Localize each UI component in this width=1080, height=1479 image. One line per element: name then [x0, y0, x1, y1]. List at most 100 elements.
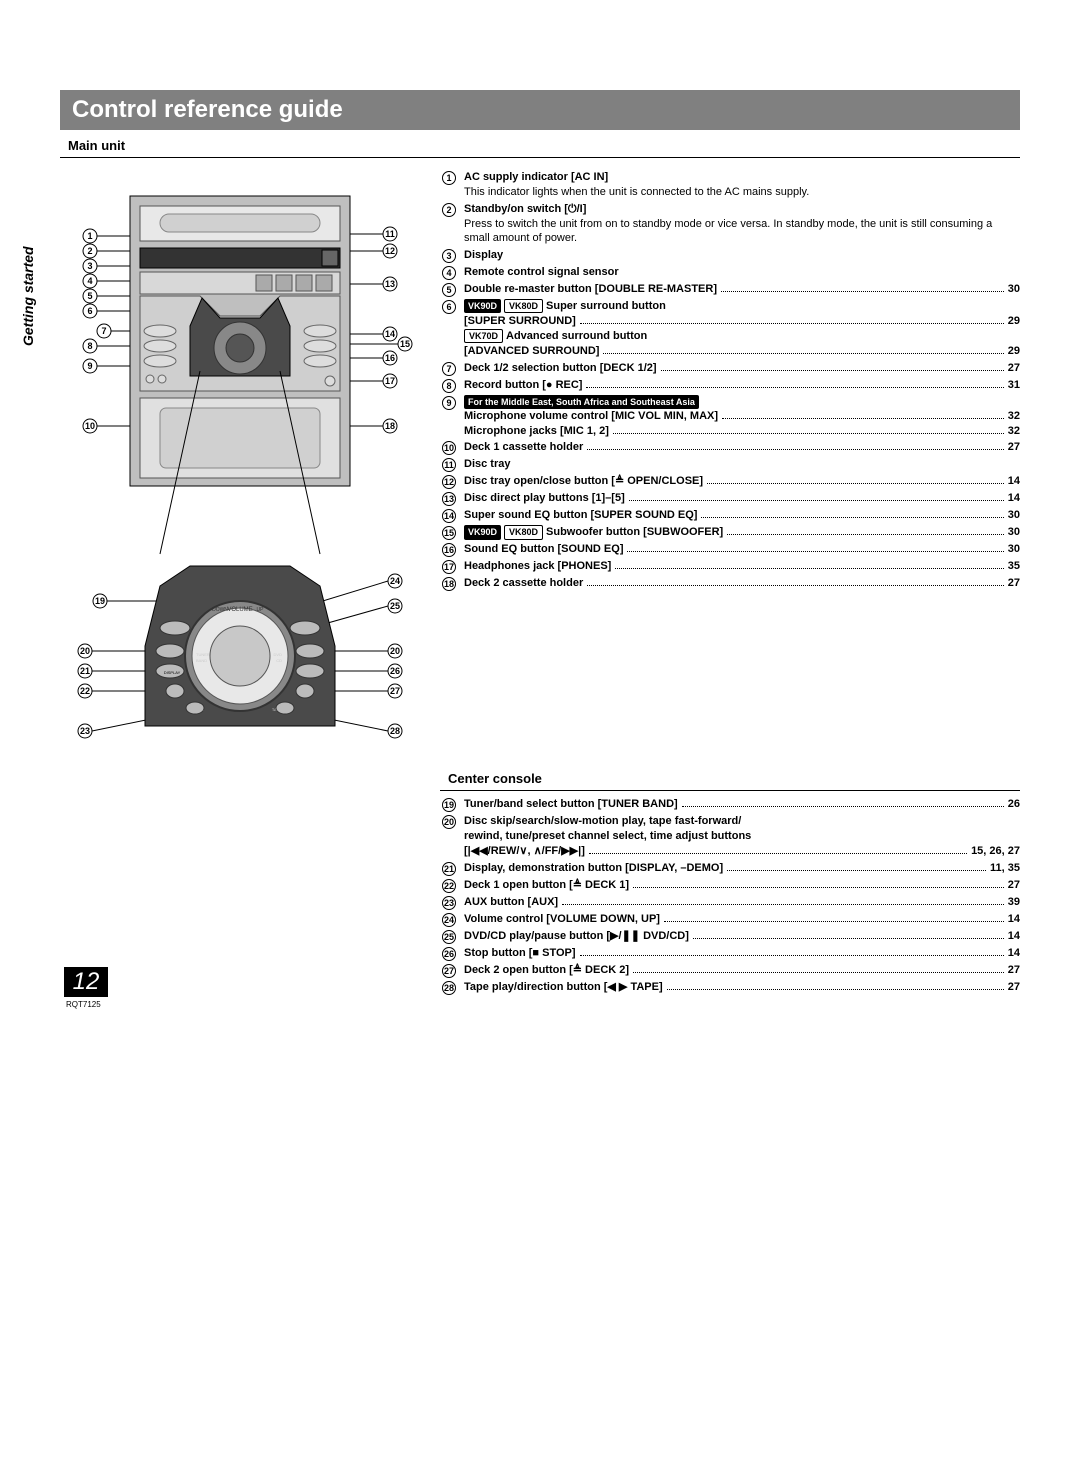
ref-line: Deck 2 open button [≜ DECK 2] 27: [464, 963, 1020, 978]
leader-dots: [615, 568, 1003, 569]
page-number: 12: [64, 967, 108, 997]
ref-number: 22: [440, 879, 458, 893]
ref-line: [|◀◀/REW/∨, ∧/FF/▶▶|] 15, 26, 27: [464, 844, 1020, 859]
leader-dots: [721, 291, 1004, 292]
ref-item: 18 Deck 2 cassette holder27: [440, 576, 1020, 591]
ref-line: VK70D Advanced surround button: [464, 329, 1020, 344]
svg-text:17: 17: [385, 376, 395, 386]
content-row: Getting started 1 2 3 4 5 6 7 8 9 10: [60, 166, 1020, 997]
ref-label: Deck 1 open button [≜ DECK 1]: [464, 878, 629, 893]
ref-number: 1: [440, 171, 458, 185]
ref-label: Double re-master button [DOUBLE RE-MASTE…: [464, 282, 717, 297]
svg-text:16: 16: [385, 353, 395, 363]
leader-dots: [633, 972, 1004, 973]
main-unit-list: 1AC supply indicator [AC IN]This indicat…: [440, 170, 1020, 591]
ref-page: 27: [1008, 576, 1020, 591]
ref-item: 23 AUX button [AUX]39: [440, 895, 1020, 910]
ref-line: Deck 2 cassette holder27: [464, 576, 1020, 591]
leader-dots: [603, 353, 1003, 354]
ref-item: 13 Disc direct play buttons [1]–[5] 14: [440, 491, 1020, 506]
ref-number: 18: [440, 577, 458, 591]
ref-line: Tuner/band select button [TUNER BAND]26: [464, 797, 1020, 812]
ref-label: Record button [● REC]: [464, 378, 582, 393]
ref-label: [ADVANCED SURROUND]: [464, 344, 599, 359]
model-badge: VK80D: [504, 299, 543, 313]
ref-item: 16Sound EQ button [SOUND EQ]30: [440, 542, 1020, 557]
center-console-diagram: 19 20 21 22 23 24 25 20 26 27 28: [60, 556, 420, 796]
leader-dots: [629, 500, 1004, 501]
svg-text:2: 2: [87, 246, 92, 256]
ref-page: 32: [1008, 424, 1020, 439]
ref-number: 17: [440, 560, 458, 574]
ref-line: DVD/CD play/pause button [▶/❚❚ DVD/CD]14: [464, 929, 1020, 944]
ref-page: 15, 26, 27: [971, 844, 1020, 859]
main-unit-header: Main unit: [60, 134, 1020, 158]
ref-label: Deck 1 cassette holder: [464, 440, 583, 455]
ref-body: Tuner/band select button [TUNER BAND]26: [464, 797, 1020, 812]
page: Control reference guide Main unit Gettin…: [0, 0, 1080, 1037]
svg-text:23: 23: [80, 726, 90, 736]
ref-number: 12: [440, 475, 458, 489]
model-badge: VK70D: [464, 329, 503, 343]
svg-text:UP: UP: [257, 607, 265, 613]
ref-page: 35: [1008, 559, 1020, 574]
leader-dots: [722, 418, 1004, 419]
ref-number: 26: [440, 947, 458, 961]
ref-label: Disc direct play buttons [1]–[5]: [464, 491, 625, 506]
svg-text:VOLUME: VOLUME: [227, 607, 252, 613]
ref-item: 4Remote control signal sensor: [440, 265, 1020, 280]
spine-label: Getting started: [20, 246, 36, 346]
leader-dots: [580, 323, 1004, 324]
ref-label: Disc tray open/close button [≜ OPEN/CLOS…: [464, 474, 703, 489]
ref-number: 20: [440, 815, 458, 829]
svg-text:9: 9: [87, 361, 92, 371]
leader-dots: [633, 887, 1004, 888]
ref-body: Double re-master button [DOUBLE RE-MASTE…: [464, 282, 1020, 297]
ref-number: 23: [440, 896, 458, 910]
main-unit-diagram: 1 2 3 4 5 6 7 8 9 10 11 12 13 14: [60, 176, 420, 556]
ref-body: For the Middle East, South Africa and So…: [464, 395, 1020, 439]
ref-number: 8: [440, 379, 458, 393]
ref-line: Stop button [■ STOP]14: [464, 946, 1020, 961]
leader-dots: [701, 517, 1003, 518]
ref-page: 29: [1008, 344, 1020, 359]
model-badge: VK80D: [504, 525, 543, 539]
center-console-list: 19Tuner/band select button [TUNER BAND]2…: [440, 797, 1020, 995]
ref-item: 7Deck 1/2 selection button [DECK 1/2]27: [440, 361, 1020, 376]
ref-body: Standby/on switch [⏻/I]Press to switch t…: [464, 202, 1020, 247]
ref-number: 21: [440, 862, 458, 876]
ref-body: VK90DVK80D Super surround button[SUPER S…: [464, 299, 1020, 358]
ref-item: 26 Stop button [■ STOP]14: [440, 946, 1020, 961]
ref-label: Headphones jack [PHONES]: [464, 559, 611, 574]
ref-line: Disc direct play buttons [1]–[5] 14: [464, 491, 1020, 506]
ref-number: 13: [440, 492, 458, 506]
model-badge: For the Middle East, South Africa and So…: [464, 395, 699, 409]
ref-page: 27: [1008, 878, 1020, 893]
ref-body: Headphones jack [PHONES] 35: [464, 559, 1020, 574]
ref-body: Display, demonstration button [DISPLAY, …: [464, 861, 1020, 876]
ref-label: Stop button [■ STOP]: [464, 946, 576, 961]
ref-label: Tuner/band select button [TUNER BAND]: [464, 797, 678, 812]
ref-label: [|◀◀/REW/∨, ∧/FF/▶▶|]: [464, 844, 585, 859]
ref-page: 27: [1008, 980, 1020, 995]
ref-item: 28Tape play/direction button [◀ ▶ TAPE]2…: [440, 980, 1020, 995]
ref-body: Volume control [VOLUME DOWN, UP]14: [464, 912, 1020, 927]
ref-page: 14: [1008, 491, 1020, 506]
ref-page: 31: [1008, 378, 1020, 393]
ref-page: 30: [1008, 282, 1020, 297]
ref-page: 39: [1008, 895, 1020, 910]
ref-page: 27: [1008, 963, 1020, 978]
ref-item: 14Super sound EQ button [SUPER SOUND EQ]…: [440, 508, 1020, 523]
svg-text:19: 19: [95, 596, 105, 606]
ref-item: 20Disc skip/search/slow-motion play, tap…: [440, 814, 1020, 859]
ref-item: 24Volume control [VOLUME DOWN, UP]14: [440, 912, 1020, 927]
svg-text:24: 24: [390, 576, 400, 586]
ref-label: Microphone jacks [MIC 1, 2]: [464, 424, 609, 439]
ref-line: AUX button [AUX]39: [464, 895, 1020, 910]
ref-item: 9For the Middle East, South Africa and S…: [440, 395, 1020, 439]
ref-label: Deck 2 open button [≜ DECK 2]: [464, 963, 629, 978]
svg-text:20: 20: [390, 646, 400, 656]
leader-dots: [727, 534, 1004, 535]
leader-dots: [586, 387, 1003, 388]
center-console-header: Center console: [440, 767, 1020, 791]
